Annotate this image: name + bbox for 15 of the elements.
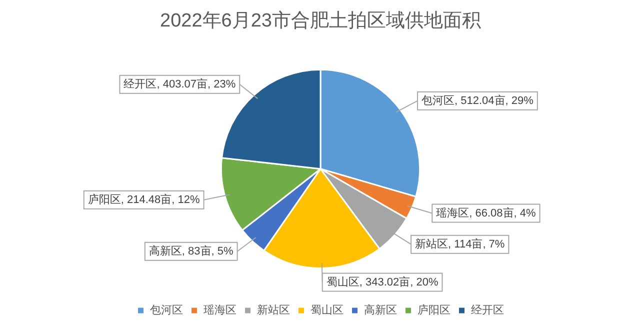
legend-label: 高新区 (364, 304, 397, 317)
legend-label: 瑶海区 (203, 304, 236, 317)
legend-label: 经开区 (470, 304, 504, 317)
data-label: 包河区, 512.04亩, 29% (422, 94, 534, 107)
legend-label: 蜀山区 (310, 304, 344, 317)
data-label: 高新区, 83亩, 5% (148, 244, 234, 258)
data-label: 庐阳区, 214.48亩, 12% (88, 192, 200, 206)
legend-label: 庐阳区 (417, 304, 450, 317)
legend-label: 新站区 (256, 304, 290, 317)
data-label: 经开区, 403.07亩, 23% (124, 77, 236, 90)
data-label: 瑶海区, 66.08亩, 4% (436, 206, 536, 220)
data-label: 蜀山区, 343.02亩, 20% (326, 275, 438, 288)
chart-title: 2022年6月23市合肥土拍区域供地面积 (160, 10, 481, 32)
data-label: 新站区, 114亩, 7% (415, 237, 505, 250)
legend-label: 包河区 (150, 304, 183, 317)
